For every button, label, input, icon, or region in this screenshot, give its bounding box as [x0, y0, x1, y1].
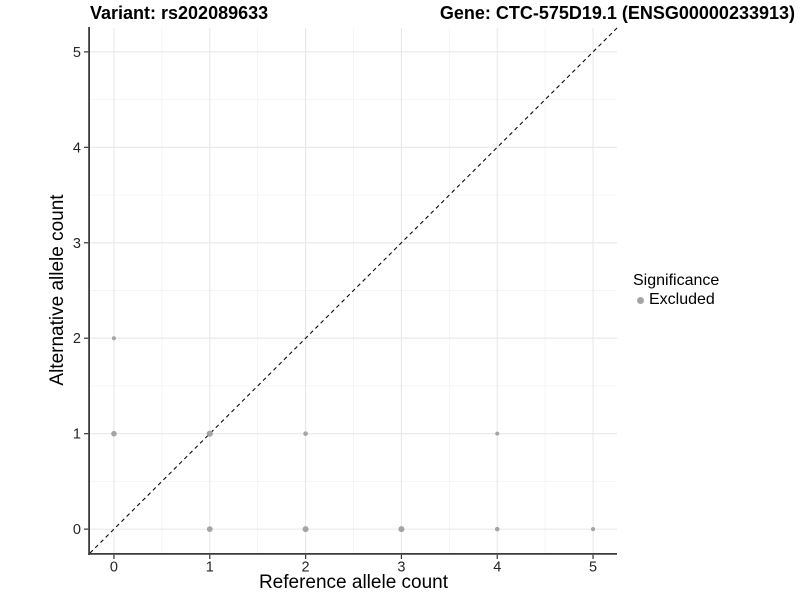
legend: Significance Excluded [631, 271, 719, 309]
data-point [398, 526, 405, 533]
x-tick-label: 1 [206, 560, 214, 576]
x-axis-title: Reference allele count [258, 572, 449, 593]
legend-title: Significance [633, 272, 720, 289]
data-point [590, 527, 596, 532]
y-tick-label: 1 [73, 427, 81, 443]
x-tick-label: 5 [589, 560, 597, 576]
data-point [303, 431, 308, 436]
x-tick-label: 0 [110, 560, 118, 576]
legend-item-excluded: Excluded [631, 291, 719, 309]
data-point [206, 526, 213, 533]
y-tick-label: 0 [73, 522, 81, 538]
data-point [206, 430, 213, 437]
y-tick-label: 4 [73, 140, 81, 156]
data-point [302, 526, 309, 533]
plot-title-variant: Variant: rs202089633 [90, 3, 269, 23]
legend-key-point-icon [637, 296, 644, 304]
plot-title-gene: Gene: CTC-575D19.1 (ENSG00000233913) [439, 3, 795, 23]
y-tick-label: 2 [73, 331, 81, 347]
legend-item-label: Excluded [649, 291, 715, 308]
y-tick-label: 3 [73, 236, 81, 252]
y-tick-label: 5 [73, 45, 81, 61]
data-point [495, 431, 500, 436]
x-tick-label: 4 [493, 560, 501, 576]
data-point [111, 336, 116, 341]
x-tick-label: 3 [397, 560, 405, 576]
x-tick-label: 2 [302, 560, 310, 576]
data-point [494, 526, 500, 532]
identity-line [89, 27, 618, 554]
data-point [111, 430, 117, 437]
y-axis-title: Alternative allele count [47, 194, 68, 386]
